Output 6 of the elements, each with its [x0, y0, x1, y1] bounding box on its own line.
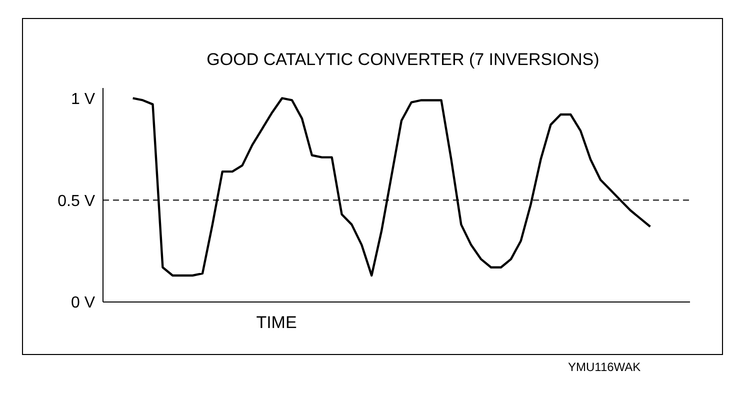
y-tick-label: 0.5 V	[58, 192, 96, 210]
x-axis-title: TIME	[256, 313, 297, 332]
text: YMU116WAK	[568, 360, 641, 374]
chart-title: GOOD CATALYTIC CONVERTER (7 INVERSIONS)	[206, 50, 600, 70]
y-tick-label: 1 V	[70, 90, 96, 108]
y-tick-label: 0 V	[70, 294, 96, 312]
